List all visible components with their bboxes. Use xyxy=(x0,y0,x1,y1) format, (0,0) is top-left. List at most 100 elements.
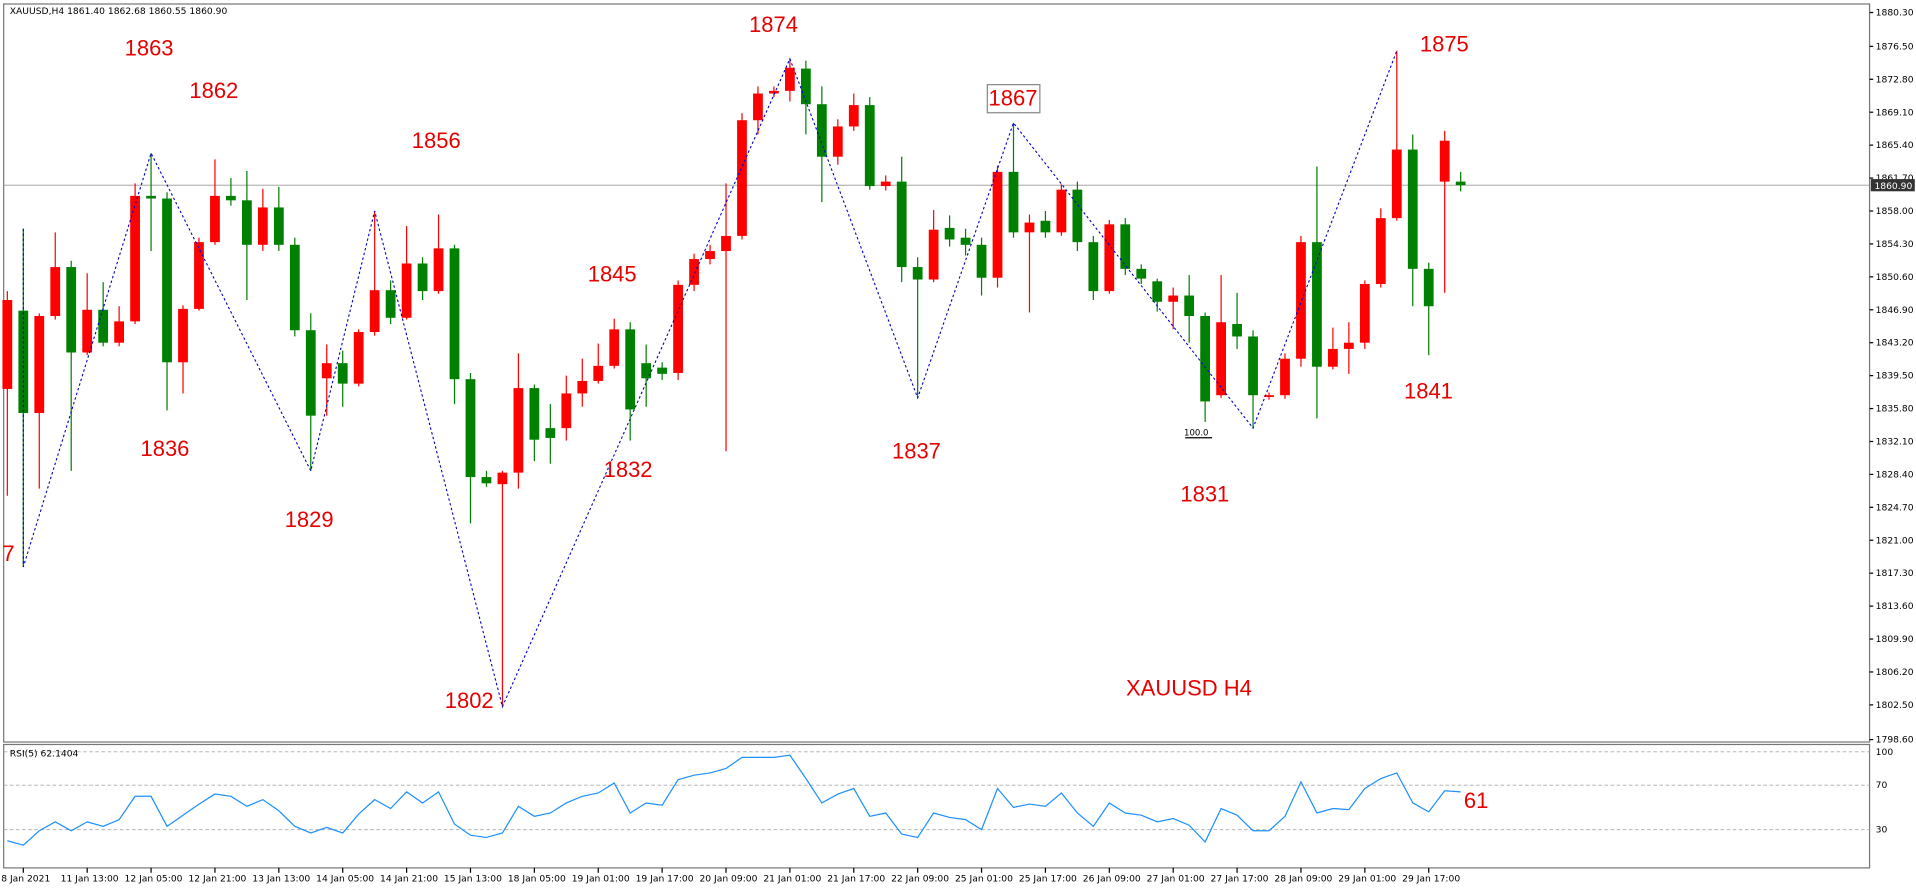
x-tick-label: 28 Jan 09:00 xyxy=(1274,873,1332,884)
x-tick-label: 29 Jan 17:00 xyxy=(1402,873,1460,884)
candle-body xyxy=(992,171,1003,278)
candle-body xyxy=(800,68,811,105)
candle-body xyxy=(529,388,540,440)
candle-body xyxy=(1248,336,1258,396)
y-tick-label: 1806.20 xyxy=(1876,667,1914,678)
candle-body xyxy=(1104,224,1115,292)
candle-body xyxy=(1343,342,1354,349)
candle-body xyxy=(242,200,252,245)
y-tick-label: 1876.50 xyxy=(1876,41,1914,52)
candle-body xyxy=(66,267,77,353)
candle-body xyxy=(162,198,172,363)
candle-body xyxy=(545,428,556,438)
annotation: 1874 xyxy=(749,12,798,37)
annotation: 7 xyxy=(2,541,14,566)
candle-body xyxy=(1040,220,1051,233)
x-tick-label: 21 Jan 17:00 xyxy=(827,873,885,884)
candle-body xyxy=(2,299,13,389)
x-tick-label: 18 Jan 05:00 xyxy=(508,873,566,884)
x-tick-label: 27 Jan 17:00 xyxy=(1211,873,1269,884)
candle-body xyxy=(689,259,699,285)
candle-body xyxy=(513,388,524,473)
candle-body xyxy=(593,365,604,381)
x-tick-label: 20 Jan 09:00 xyxy=(699,873,757,884)
candle-body xyxy=(1088,242,1099,292)
y-tick-label: 1880.30 xyxy=(1876,8,1914,19)
candle-body xyxy=(1423,268,1434,307)
candle-body xyxy=(337,363,348,384)
price-label: 1860.90 xyxy=(1874,181,1912,192)
candle-body xyxy=(673,284,683,373)
y-tick-label: 1850.60 xyxy=(1876,272,1914,283)
candle-body xyxy=(146,195,156,199)
annotation: 61 xyxy=(1464,788,1488,813)
candle-body xyxy=(769,90,779,94)
x-tick-label: 27 Jan 01:00 xyxy=(1147,873,1205,884)
x-tick-label: 11 Jan 13:00 xyxy=(61,873,119,884)
candle-body xyxy=(960,237,971,245)
candle-body xyxy=(226,195,236,201)
candle-body xyxy=(210,195,220,243)
y-tick-label: 1817.30 xyxy=(1876,568,1914,579)
candle-body xyxy=(178,308,188,363)
candle-body xyxy=(433,248,444,292)
candle-body xyxy=(577,380,588,394)
y-tick-label: 1802.50 xyxy=(1876,700,1914,711)
candle-body xyxy=(1312,242,1322,367)
annotation-box xyxy=(986,84,1041,114)
y-tick-label: 1839.50 xyxy=(1876,371,1914,382)
candle-body xyxy=(273,207,284,245)
x-tick-label: 19 Jan 01:00 xyxy=(572,873,630,884)
candle-body xyxy=(1407,149,1418,269)
y-tick-label: 1828.40 xyxy=(1876,469,1914,480)
chart-header: XAUUSD,H4 1861.40 1862.68 1860.55 1860.9… xyxy=(10,6,228,17)
candle-body xyxy=(1072,189,1083,243)
y-tick-label: 1858.00 xyxy=(1876,206,1914,217)
candle-body xyxy=(130,195,140,322)
candle-body xyxy=(34,316,45,414)
candle-body xyxy=(1359,283,1370,343)
candle-body xyxy=(305,330,316,416)
candle-body xyxy=(369,290,380,333)
x-tick-label: 13 Jan 13:00 xyxy=(252,873,310,884)
x-tick-label: 15 Jan 13:00 xyxy=(444,873,502,884)
candle-body xyxy=(98,309,109,343)
annotation: 1845 xyxy=(588,261,637,286)
y-tick-label: 1869.10 xyxy=(1876,107,1914,118)
candle-body xyxy=(1168,295,1179,302)
candle-body xyxy=(385,290,396,318)
rsi-pane xyxy=(3,743,1871,869)
candle-body xyxy=(50,267,61,317)
x-tick-label: 12 Jan 05:00 xyxy=(125,873,183,884)
candle-body xyxy=(641,363,652,379)
candle-body xyxy=(114,321,125,343)
candle-body xyxy=(1024,222,1035,233)
x-tick-label: 14 Jan 21:00 xyxy=(380,873,438,884)
x-tick-label: 29 Jan 01:00 xyxy=(1338,873,1396,884)
y-tick-label: 1843.20 xyxy=(1876,338,1914,349)
candle-body xyxy=(609,329,620,366)
annotation: 1841 xyxy=(1404,379,1453,404)
candle-body xyxy=(194,242,204,309)
candle-body xyxy=(864,105,875,187)
y-tick-label: 1872.80 xyxy=(1876,74,1914,85)
annotation: 1802 xyxy=(445,688,494,713)
candle-body xyxy=(1264,395,1274,397)
y-tick-label: 1861.70 xyxy=(1876,173,1914,184)
rsi-tick-label: 70 xyxy=(1876,780,1888,791)
annotation: 1875 xyxy=(1420,32,1469,57)
x-tick-label: 14 Jan 05:00 xyxy=(316,873,374,884)
candle-body xyxy=(1232,324,1242,337)
candle-body xyxy=(753,93,763,121)
candle-body xyxy=(1200,316,1211,402)
candle-body xyxy=(1455,181,1466,186)
candle-body xyxy=(1216,322,1226,396)
candle-body xyxy=(1152,281,1163,302)
price-box xyxy=(1870,179,1915,192)
candle-body xyxy=(721,235,731,252)
x-tick-label: 21 Jan 01:00 xyxy=(763,873,821,884)
candle-body xyxy=(705,251,715,260)
annotation: 1867 xyxy=(989,85,1038,110)
